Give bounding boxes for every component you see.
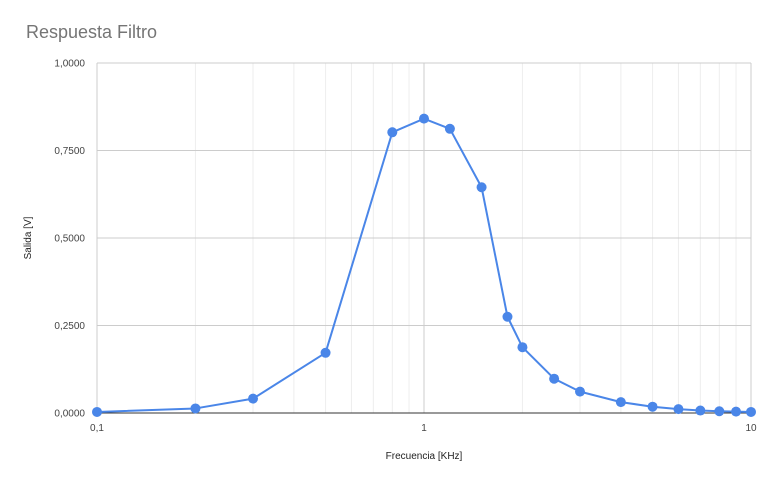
chart-title: Respuesta Filtro xyxy=(26,22,158,42)
data-point xyxy=(746,406,756,417)
x-tick-label: 10 xyxy=(745,423,757,434)
x-tick-label: 0,1 xyxy=(90,423,104,434)
data-point xyxy=(387,127,398,138)
y-tick-label: 0,0000 xyxy=(54,409,85,420)
y-tick-label: 1,0000 xyxy=(54,59,85,70)
data-point xyxy=(419,113,429,124)
data-point xyxy=(731,406,742,417)
y-tick-label: 0,2500 xyxy=(54,321,85,332)
data-point xyxy=(248,393,259,404)
data-point xyxy=(320,347,331,358)
data-point xyxy=(575,386,586,397)
x-tick-label: 1 xyxy=(421,423,427,434)
y-tick-label: 0,5000 xyxy=(54,234,85,245)
data-point xyxy=(647,401,658,412)
data-point xyxy=(615,397,626,408)
y-axis-title: Salida [V] xyxy=(23,216,34,259)
data-point xyxy=(714,406,725,417)
data-point xyxy=(502,311,513,322)
data-point xyxy=(517,342,528,353)
data-point xyxy=(444,123,455,134)
y-tick-label: 0,7500 xyxy=(54,146,85,157)
data-point xyxy=(476,182,487,193)
data-point xyxy=(549,373,560,384)
data-point xyxy=(190,403,201,414)
data-point xyxy=(92,406,102,417)
x-axis-title: Frecuencia [KHz] xyxy=(386,451,463,462)
data-point xyxy=(695,405,706,416)
data-point xyxy=(673,404,684,415)
